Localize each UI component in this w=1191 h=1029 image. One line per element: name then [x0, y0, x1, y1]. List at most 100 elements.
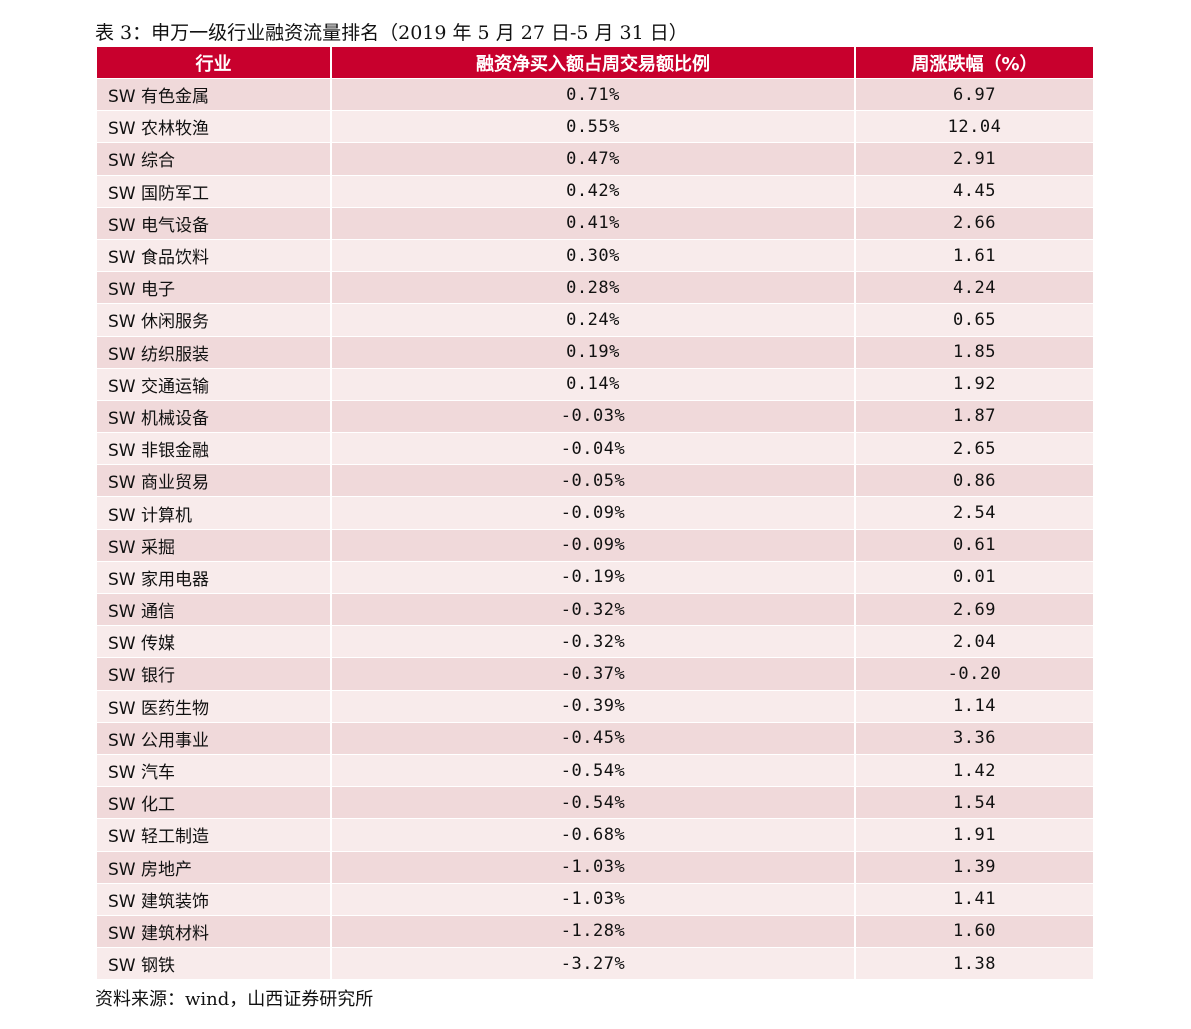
table-row: SW 农林牧渔 0.55% 12.04: [97, 110, 1093, 143]
change-cell: 1.87: [855, 399, 1093, 433]
table-row: SW 采掘 -0.09% 0.61: [97, 528, 1093, 562]
table-row: SW 家用电器 -0.19% 0.01: [97, 560, 1093, 594]
ratio-cell: 0.24%: [331, 303, 856, 336]
industry-cell: SW 综合: [97, 142, 332, 176]
industry-cell: SW 轻工制造: [97, 818, 332, 851]
header-weekly-change: 周涨跌幅（%）: [855, 47, 1093, 79]
change-cell: 1.61: [855, 238, 1093, 272]
industry-cell: SW 银行: [97, 657, 332, 691]
change-cell: 1.60: [855, 914, 1093, 948]
industry-cell: SW 非银金融: [97, 432, 332, 465]
change-cell: -0.20: [855, 657, 1093, 691]
change-cell: 6.97: [855, 77, 1093, 111]
table-row: SW 非银金融 -0.04% 2.65: [97, 432, 1093, 465]
source-note: 资料来源：wind，山西证券研究所: [95, 989, 374, 1010]
ratio-cell: -3.27%: [331, 947, 856, 980]
change-cell: 2.04: [855, 625, 1093, 658]
change-cell: 0.65: [855, 303, 1093, 336]
industry-cell: SW 电气设备: [97, 206, 332, 240]
industry-cell: SW 食品饮料: [97, 238, 332, 272]
industry-cell: SW 化工: [97, 786, 332, 819]
table-row: SW 汽车 -0.54% 1.42: [97, 753, 1093, 787]
table-row: SW 休闲服务 0.24% 0.65: [97, 303, 1093, 336]
table-row: SW 钢铁 -3.27% 1.38: [97, 947, 1093, 980]
ratio-cell: -0.32%: [331, 625, 856, 658]
table-row: SW 建筑装饰 -1.03% 1.41: [97, 882, 1093, 916]
industry-cell: SW 休闲服务: [97, 303, 332, 336]
ratio-cell: 0.14%: [331, 367, 856, 401]
table-header: 行业 融资净买入额占周交易额比例 周涨跌幅（%）: [97, 47, 1093, 79]
ratio-cell: -0.54%: [331, 786, 856, 819]
industry-cell: SW 计算机: [97, 496, 332, 530]
change-cell: 2.65: [855, 432, 1093, 465]
industry-financing-table: 行业 融资净买入额占周交易额比例 周涨跌幅（%） SW 有色金属 0.71% 6.9…: [97, 47, 1093, 980]
industry-cell: SW 公用事业: [97, 721, 332, 755]
change-cell: 1.39: [855, 850, 1093, 884]
change-cell: 1.38: [855, 947, 1093, 980]
ratio-cell: -0.05%: [331, 464, 856, 497]
change-cell: 1.91: [855, 818, 1093, 851]
table-row: SW 银行 -0.37% -0.20: [97, 657, 1093, 691]
change-cell: 3.36: [855, 721, 1093, 755]
table-row: SW 机械设备 -0.03% 1.87: [97, 399, 1093, 433]
table-row: SW 化工 -0.54% 1.54: [97, 786, 1093, 819]
industry-cell: SW 电子: [97, 271, 332, 304]
ratio-cell: -0.32%: [331, 592, 856, 626]
change-cell: 1.92: [855, 367, 1093, 401]
header-industry: 行业: [97, 47, 332, 79]
industry-cell: SW 家用电器: [97, 560, 332, 594]
industry-cell: SW 机械设备: [97, 399, 332, 433]
table-row: SW 房地产 -1.03% 1.39: [97, 850, 1093, 884]
industry-cell: SW 建筑装饰: [97, 882, 332, 916]
table-row: SW 综合 0.47% 2.91: [97, 142, 1093, 176]
change-cell: 1.54: [855, 786, 1093, 819]
change-cell: 1.42: [855, 753, 1093, 787]
ratio-cell: -0.09%: [331, 496, 856, 530]
change-cell: 4.24: [855, 271, 1093, 304]
table-row: SW 有色金属 0.71% 6.97: [97, 77, 1093, 111]
table-row: SW 轻工制造 -0.68% 1.91: [97, 818, 1093, 851]
ratio-cell: -0.03%: [331, 399, 856, 433]
table-row: SW 公用事业 -0.45% 3.36: [97, 721, 1093, 755]
industry-cell: SW 国防军工: [97, 174, 332, 208]
table-row: SW 交通运输 0.14% 1.92: [97, 367, 1093, 401]
industry-cell: SW 纺织服装: [97, 335, 332, 369]
change-cell: 12.04: [855, 110, 1093, 143]
change-cell: 2.54: [855, 496, 1093, 530]
ratio-cell: -0.19%: [331, 560, 856, 594]
change-cell: 0.01: [855, 560, 1093, 594]
industry-cell: SW 通信: [97, 592, 332, 626]
industry-cell: SW 有色金属: [97, 77, 332, 111]
industry-cell: SW 房地产: [97, 850, 332, 884]
ratio-cell: -0.45%: [331, 721, 856, 755]
industry-cell: SW 商业贸易: [97, 464, 332, 497]
ratio-cell: -0.37%: [331, 657, 856, 691]
ratio-cell: -0.09%: [331, 528, 856, 562]
industry-cell: SW 采掘: [97, 528, 332, 562]
change-cell: 0.61: [855, 528, 1093, 562]
industry-cell: SW 汽车: [97, 753, 332, 787]
table-row: SW 商业贸易 -0.05% 0.86: [97, 464, 1093, 497]
ratio-cell: 0.28%: [331, 271, 856, 304]
industry-cell: SW 钢铁: [97, 947, 332, 980]
change-cell: 4.45: [855, 174, 1093, 208]
table-row: SW 国防军工 0.42% 4.45: [97, 174, 1093, 208]
change-cell: 0.86: [855, 464, 1093, 497]
change-cell: 2.66: [855, 206, 1093, 240]
industry-cell: SW 医药生物: [97, 689, 332, 723]
ratio-cell: 0.55%: [331, 110, 856, 143]
ratio-cell: -0.39%: [331, 689, 856, 723]
ratio-cell: 0.71%: [331, 77, 856, 111]
ratio-cell: 0.42%: [331, 174, 856, 208]
ratio-cell: 0.47%: [331, 142, 856, 176]
table-row: SW 电气设备 0.41% 2.66: [97, 206, 1093, 240]
table-row: SW 电子 0.28% 4.24: [97, 271, 1093, 304]
table-title: 表 3：申万一级行业融资流量排名（2019 年 5 月 27 日-5 月 31 …: [95, 22, 688, 44]
table-row: SW 医药生物 -0.39% 1.14: [97, 689, 1093, 723]
change-cell: 1.41: [855, 882, 1093, 916]
ratio-cell: -0.04%: [331, 432, 856, 465]
table-row: SW 计算机 -0.09% 2.54: [97, 496, 1093, 530]
ratio-cell: 0.30%: [331, 238, 856, 272]
ratio-cell: -1.03%: [331, 882, 856, 916]
table-row: SW 食品饮料 0.30% 1.61: [97, 238, 1093, 272]
